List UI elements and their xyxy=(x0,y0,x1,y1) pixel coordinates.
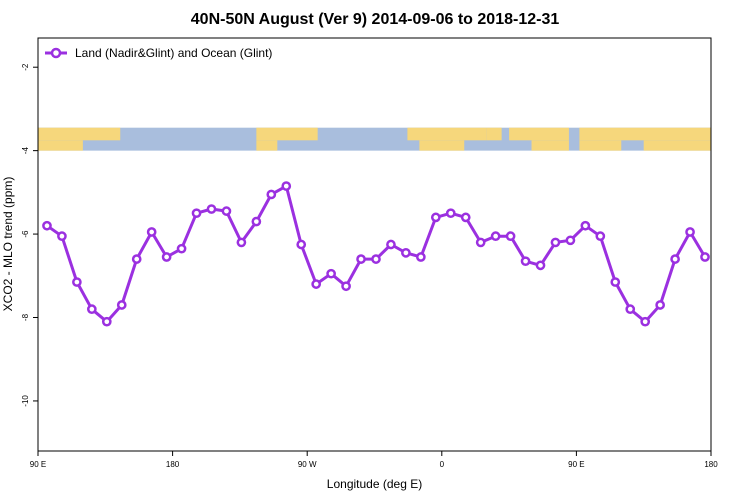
data-point xyxy=(266,189,277,200)
chart-title: 40N-50N August (Ver 9) 2014-09-06 to 201… xyxy=(191,11,560,28)
y-tick-label: -6 xyxy=(21,230,30,238)
data-point xyxy=(640,316,651,327)
data-point xyxy=(251,216,262,227)
data-point xyxy=(386,239,396,250)
y-tick-label: -8 xyxy=(21,313,30,321)
data-point xyxy=(460,212,471,223)
data-point xyxy=(655,300,666,310)
legend: Land (Nadir&Glint) and Ocean (Glint) xyxy=(45,46,272,60)
data-point xyxy=(116,300,127,310)
y-tick-label: -10 xyxy=(21,395,30,407)
map-land xyxy=(407,127,487,141)
y-axis-label: XCO2 - MLO trend (ppm) xyxy=(1,177,15,312)
x-tick-label: 180 xyxy=(704,460,718,469)
map-strip xyxy=(38,127,711,151)
data-point xyxy=(296,239,307,250)
data-point xyxy=(146,227,157,237)
data-point xyxy=(86,304,97,315)
map-land xyxy=(509,127,569,141)
y-tick-label: -2 xyxy=(21,63,30,71)
data-point xyxy=(445,208,456,219)
data-point xyxy=(401,247,411,258)
map-land xyxy=(643,140,711,151)
data-point xyxy=(356,254,366,264)
legend-marker-swatch xyxy=(50,47,62,59)
map-land xyxy=(486,127,502,141)
map-land xyxy=(419,140,465,151)
legend-entry-label: Land (Nadir&Glint) and Ocean (Glint) xyxy=(75,46,272,60)
x-axis-label: Longitude (deg E) xyxy=(327,477,422,491)
data-point xyxy=(490,231,501,242)
data-point xyxy=(595,231,606,242)
data-point xyxy=(670,254,680,264)
x-tick-label: 90 E xyxy=(568,460,584,469)
data-point xyxy=(42,220,52,231)
data-point xyxy=(685,227,695,237)
x-tick-label: 90 W xyxy=(298,460,317,469)
data-point xyxy=(700,252,710,262)
data-point xyxy=(610,277,621,287)
map-land xyxy=(579,127,711,141)
data-point xyxy=(161,252,172,262)
y-axis: -2 -4 -6 -8 -10 xyxy=(21,63,38,407)
x-tick-label: 180 xyxy=(166,460,180,469)
data-point xyxy=(430,212,441,223)
data-point xyxy=(625,304,636,315)
data-point xyxy=(221,206,232,216)
map-land xyxy=(256,140,278,151)
map-land xyxy=(38,127,121,141)
data-point xyxy=(236,237,247,248)
series-line xyxy=(46,184,707,324)
data-point xyxy=(580,220,591,231)
y-tick-label: -4 xyxy=(21,147,30,155)
series-layer xyxy=(42,181,710,327)
x-axis: 90 E 180 90 W 0 90 E 180 xyxy=(30,451,718,469)
data-point xyxy=(191,208,202,219)
data-point xyxy=(475,237,486,248)
data-point xyxy=(176,243,187,254)
x-tick-label: 90 E xyxy=(30,460,46,469)
map-land xyxy=(579,140,622,151)
map-land xyxy=(256,127,318,141)
map-land xyxy=(531,140,569,151)
plot-frame xyxy=(37,37,712,452)
data-point xyxy=(505,231,516,242)
data-point xyxy=(206,204,217,214)
data-point xyxy=(131,254,142,264)
data-point xyxy=(416,252,426,262)
data-point xyxy=(57,231,67,242)
map-land xyxy=(38,140,83,151)
data-point xyxy=(326,268,336,279)
data-point xyxy=(341,281,351,292)
data-point xyxy=(565,235,576,246)
data-point xyxy=(72,277,82,287)
data-point xyxy=(520,256,531,267)
data-point xyxy=(101,316,112,327)
data-point xyxy=(281,181,292,191)
data-point xyxy=(371,254,381,264)
data-point xyxy=(311,279,322,289)
x-tick-label: 0 xyxy=(440,460,445,469)
data-point xyxy=(535,260,546,271)
data-point xyxy=(550,237,561,248)
